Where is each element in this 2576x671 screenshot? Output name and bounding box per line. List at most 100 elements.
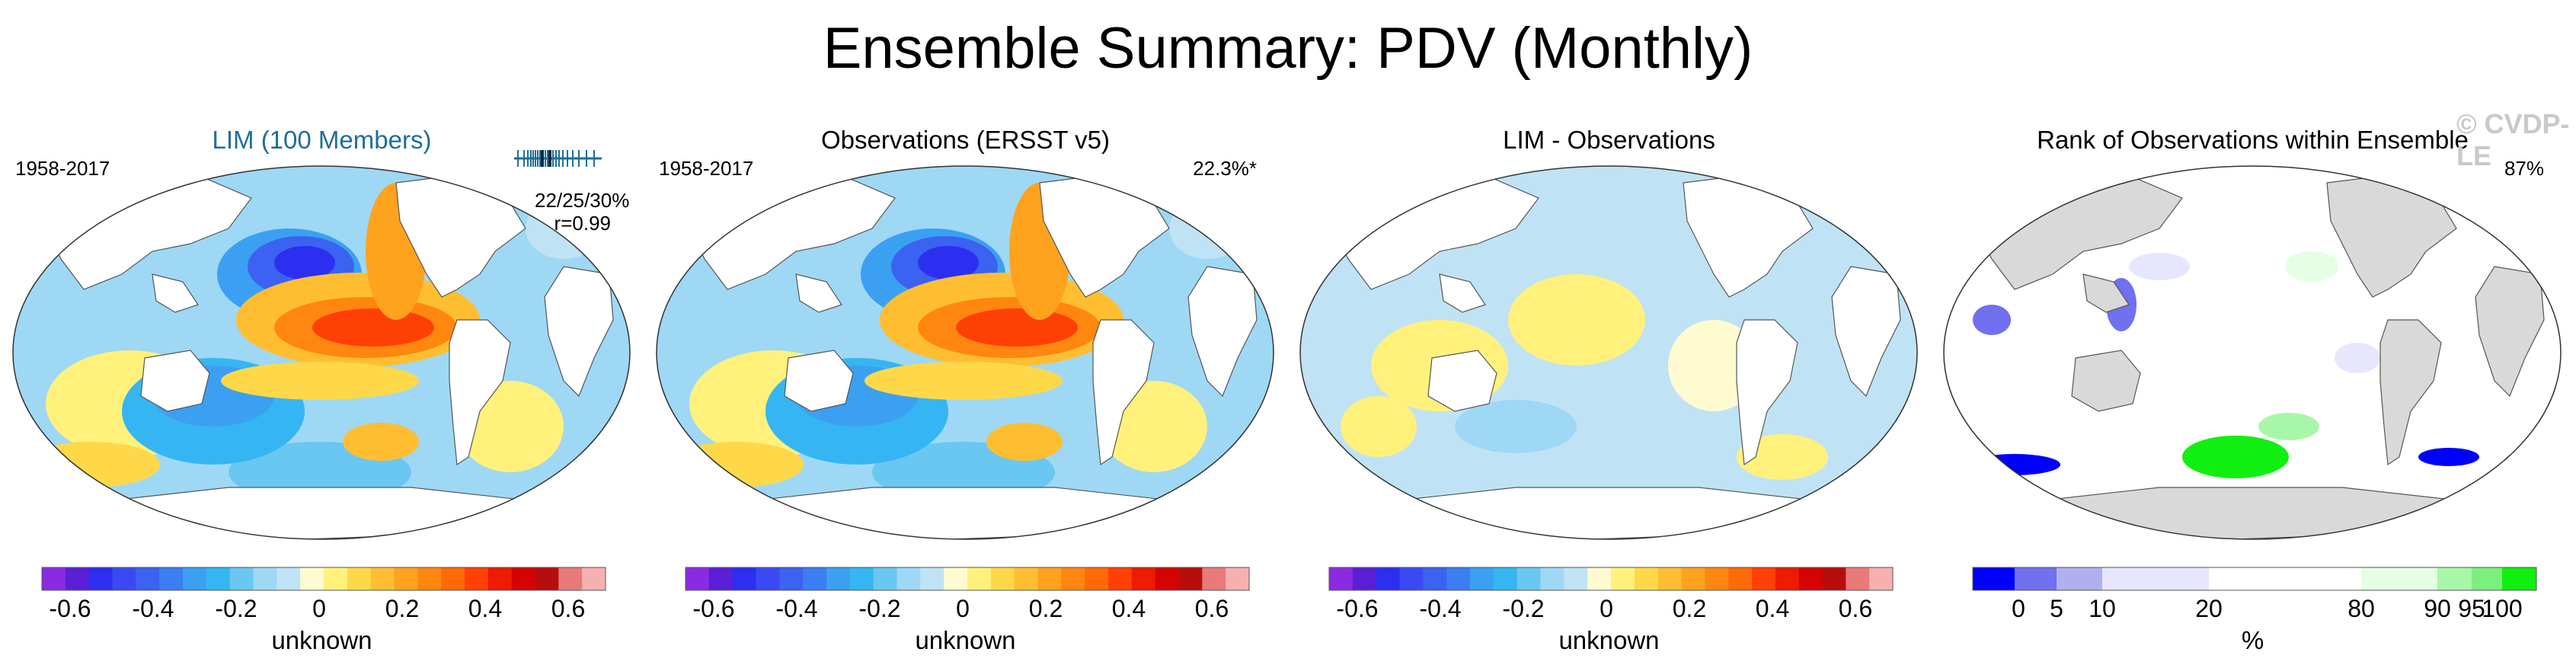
colorbar-tick-label: -0.4	[132, 595, 174, 622]
land-outline	[784, 350, 854, 412]
rank-percent-label: 87%	[2504, 157, 2544, 180]
colorbar-swatch	[1775, 567, 1800, 590]
colorbar-tick-label: 0.2	[1029, 595, 1063, 622]
land-outline	[1130, 166, 1185, 184]
colorbar-swatch	[2209, 567, 2361, 590]
land-outline	[2082, 273, 2130, 313]
colorbar-tick-label: 100	[2482, 595, 2522, 622]
colorbar-label: unknown	[1558, 626, 1660, 654]
colorbar-swatch	[708, 567, 733, 590]
colorbar-swatch	[826, 567, 851, 590]
anomaly-field	[221, 362, 419, 400]
panel-difference: LIM - Observations -0.6 -0.4 -0.2 0 0.2 0.4 0.…	[1287, 0, 1931, 671]
anomaly-field	[23, 442, 160, 487]
colorbar-swatch	[1681, 567, 1705, 590]
colorbar-swatch	[1493, 567, 1518, 590]
colorbar-swatch	[2361, 567, 2437, 590]
colorbar-swatch	[511, 567, 535, 590]
colorbar-label: %	[2241, 626, 2264, 654]
land-outline	[140, 350, 210, 412]
colorbar-tick-label: -0.6	[1336, 595, 1378, 622]
stats-correlation: r=0.99	[554, 212, 611, 235]
colorbar-swatch	[112, 567, 136, 590]
colorbar-tick-label: 0.6	[1195, 595, 1229, 622]
colorbar-swatch	[2437, 567, 2472, 590]
anomaly-field	[1455, 400, 1577, 453]
colorbar-swatch	[1014, 567, 1038, 590]
colorbar-swatch	[873, 567, 897, 590]
colorbar-tick-label: -0.4	[1419, 595, 1461, 622]
colorbar-label: unknown	[915, 626, 1016, 654]
colorbar-swatch	[803, 567, 827, 590]
colorbar-swatch	[324, 567, 348, 590]
colorbar-swatch	[2472, 567, 2502, 590]
colorbar-tick-label: -0.2	[1502, 595, 1544, 622]
colorbar-tick-label: 0	[2012, 595, 2025, 622]
anomaly-field	[956, 308, 1078, 347]
colorbar-swatch	[686, 567, 710, 590]
period-label: 1958-2017	[15, 157, 110, 180]
colorbar-swatch	[1822, 567, 1846, 590]
colorbar-swatch	[2057, 567, 2102, 590]
colorbar-swatch	[849, 567, 874, 590]
colorbar-swatch	[2102, 567, 2209, 590]
colorbar-swatch	[732, 567, 756, 590]
map-frame	[1299, 165, 1918, 540]
colorbar-swatch	[1540, 567, 1564, 590]
anomaly-field	[865, 362, 1063, 400]
colorbar-tick-label: -0.4	[775, 595, 817, 622]
colorbar-tick-label: 0.4	[1756, 595, 1789, 622]
colorbar-tick-label: 0.4	[1112, 595, 1146, 622]
colorbar-swatch	[1202, 567, 1226, 590]
colorbar-swatch	[1037, 567, 1062, 590]
anomaly-field	[1341, 396, 1417, 457]
land-outline	[1439, 273, 1486, 313]
panel-rank: Rank of Observations within Ensemble 87%…	[1931, 0, 2574, 671]
colorbar-swatch	[2015, 567, 2057, 590]
watermark: © CVDP-LE	[2456, 108, 2570, 171]
colorbar-swatch	[88, 567, 113, 590]
anomaly-field	[2258, 413, 2319, 440]
colorbar-tick-label: 0.2	[385, 595, 419, 622]
colorbar-tick-label: 0	[312, 595, 326, 622]
variance-label: 22.3%*	[1193, 157, 1257, 180]
colorbar-tick-label: 95	[2458, 595, 2485, 622]
colorbar-swatch	[394, 567, 418, 590]
colorbar-swatch	[465, 567, 489, 590]
colorbar-swatch	[42, 567, 66, 590]
colorbar-swatch	[1226, 567, 1250, 590]
colorbar-swatch	[229, 567, 254, 590]
colorbar-tick-label: -0.2	[215, 595, 257, 622]
colorbar-swatch	[1155, 567, 1179, 590]
map-difference: -0.6 -0.4 -0.2 0 0.2 0.4 0.6	[1299, 165, 1918, 622]
anomaly-field	[2182, 436, 2289, 478]
land-outline	[2379, 319, 2442, 466]
colorbar-swatch	[136, 567, 160, 590]
land-outline	[544, 266, 614, 398]
colorbar-swatch	[1376, 567, 1400, 590]
anomaly-field	[1737, 434, 1828, 480]
land-outline	[449, 319, 511, 466]
colorbar-tick-label: 10	[2089, 595, 2116, 622]
land-outline	[1736, 319, 1798, 466]
colorbar-swatch	[1611, 567, 1635, 590]
colorbar-swatch	[2502, 567, 2536, 590]
land-outline	[2071, 350, 2141, 412]
colorbar-swatch	[487, 567, 513, 590]
panel-title: LIM - Observations	[1503, 126, 1715, 154]
colorbar-tick-label: -0.2	[858, 595, 900, 622]
colorbar-swatch	[1752, 567, 1776, 590]
colorbar-swatch	[1178, 567, 1203, 590]
colorbar-tick-label: 0	[1600, 595, 1613, 622]
period-label: 1958-2017	[659, 157, 754, 180]
map-frame	[656, 165, 1274, 540]
colorbar-swatch	[417, 567, 442, 590]
land-outline	[1427, 350, 1497, 412]
anomaly-field	[274, 246, 335, 280]
colorbar-tick-label: -0.6	[692, 595, 734, 622]
anomaly-field	[2418, 448, 2479, 466]
colorbar-tick-label: 90	[2424, 595, 2451, 622]
land-outline	[2475, 266, 2545, 398]
panel-title: Rank of Observations within Ensemble	[2037, 126, 2469, 154]
figure-title: Ensemble Summary: PDV (Monthly)	[823, 16, 1753, 81]
